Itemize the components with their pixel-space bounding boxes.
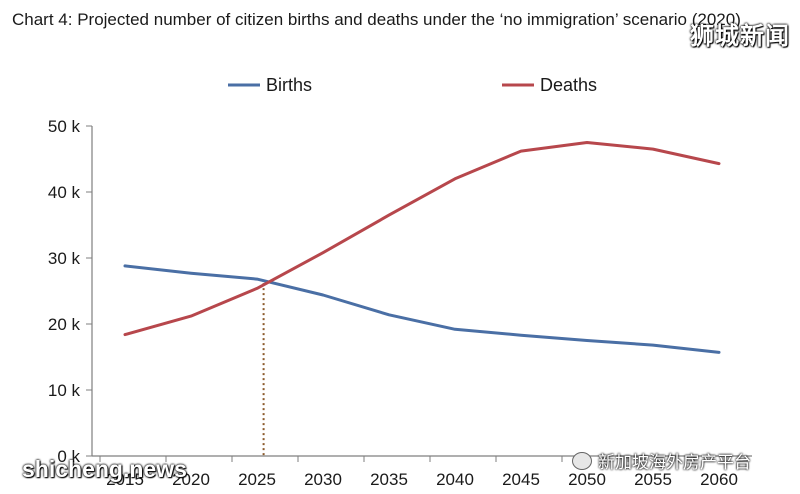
watermark-bottom-right-text: 新加坡海外房产平台 [598,453,751,472]
wechat-icon [572,451,592,470]
watermark-bottom-left: shicheng.news [22,456,187,482]
x-tick-label: 2060 [700,470,738,489]
x-tick-label: 2040 [436,470,474,489]
legend-label-deaths: Deaths [540,75,597,95]
series-lines [123,141,721,354]
tick-labels: 0 k 10 k 20 k 30 k 40 k 50 k 2015 2020 2025 2030 2… [48,117,738,489]
legend-label-births: Births [266,75,312,95]
y-tick-label: 40 k [48,183,81,202]
x-tick-label: 2055 [634,470,672,489]
x-tick-label: 2015 [106,470,144,489]
chart-axes [86,125,752,462]
watermark-bottom-right: 新加坡海外房产平台 [572,448,751,473]
y-tick-label: 10 k [48,381,81,400]
x-tick-label: 2020 [172,470,210,489]
series-line-births [123,264,721,354]
y-tick-label: 0 k [57,447,80,466]
y-tick-label: 20 k [48,315,81,334]
y-tick-label: 50 k [48,117,81,136]
x-tick-label: 2045 [502,470,540,489]
x-tick-label: 2025 [238,470,276,489]
x-tick-label: 2050 [568,470,606,489]
x-tick-label: 2030 [304,470,342,489]
chart-title: Chart 4: Projected number of citizen bir… [12,10,741,29]
watermark-top: 狮城新闻 [690,23,790,50]
series-line-deaths [123,141,721,337]
y-tick-label: 30 k [48,249,81,268]
x-tick-label: 2035 [370,470,408,489]
chart-legend: Births Deaths [228,75,597,95]
